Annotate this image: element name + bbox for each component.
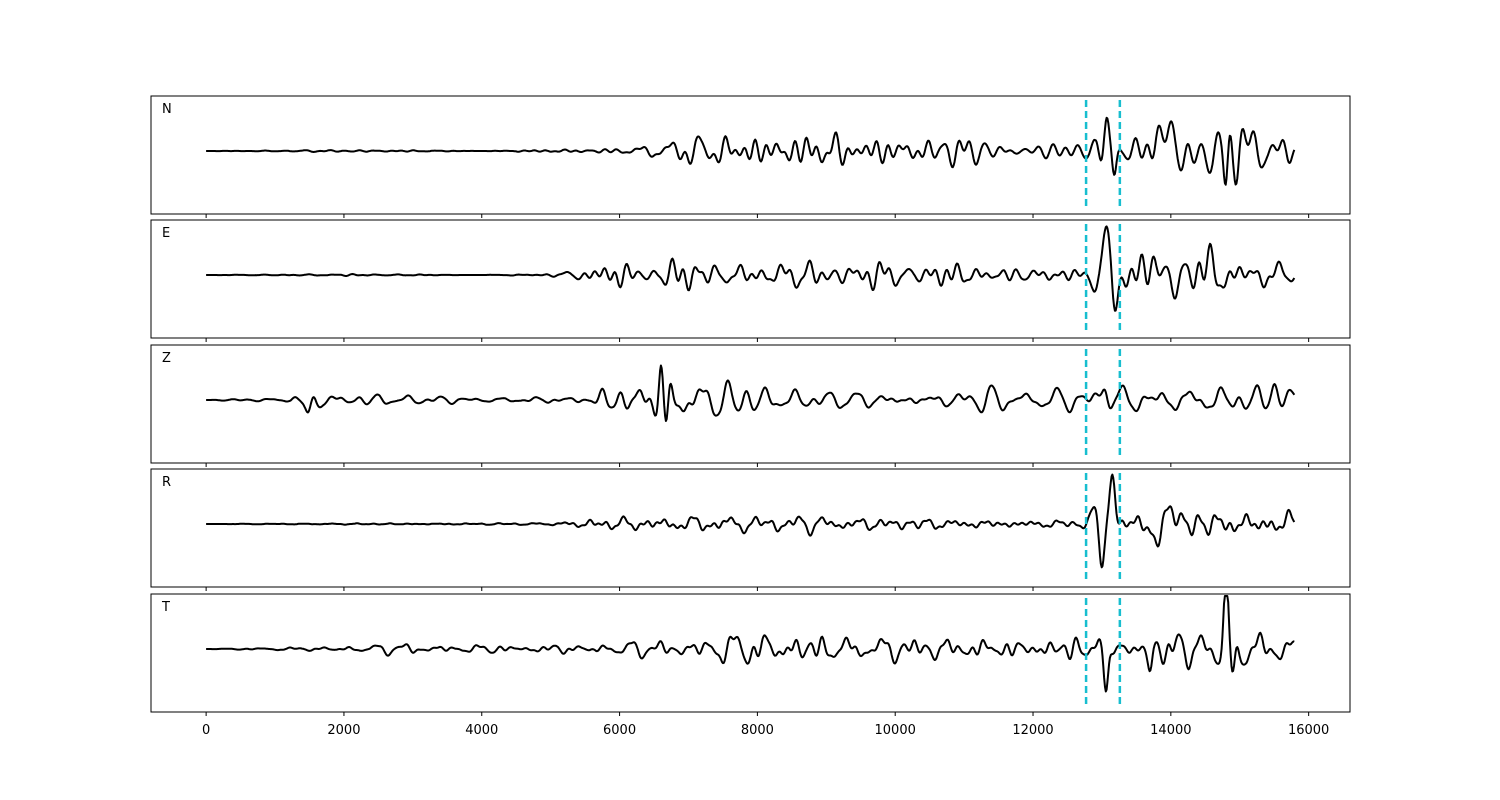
panel-frame: [150, 468, 1351, 588]
x-tick-label: 10000: [875, 723, 916, 738]
panel-frame: [150, 95, 1351, 215]
waveform-trace: [206, 364, 1296, 422]
panel-z: Z: [150, 344, 1351, 467]
panel-t: T: [150, 593, 1351, 716]
panel-label: N: [162, 102, 172, 117]
panel-label: T: [161, 600, 170, 615]
waveform-trace: [206, 225, 1296, 312]
x-tick-label: 8000: [741, 723, 774, 738]
waveform-trace: [206, 595, 1295, 693]
panel-e: E: [150, 219, 1351, 342]
x-tick-label: 2000: [327, 723, 360, 738]
panel-label: Z: [162, 351, 171, 366]
waveform-trace: [206, 116, 1296, 186]
x-tick-label: 12000: [1012, 723, 1053, 738]
panel-n: N: [150, 95, 1351, 218]
panels-group: N E Z R T: [150, 95, 1351, 716]
panel-frame: [150, 219, 1351, 339]
panel-label: E: [162, 226, 170, 241]
panel-r: R: [150, 468, 1351, 591]
waveform-trace: [206, 473, 1296, 569]
x-tick-label: 4000: [465, 723, 498, 738]
panel-label: R: [162, 475, 171, 490]
x-tick-label: 14000: [1150, 723, 1191, 738]
panel-frame: [150, 593, 1351, 713]
x-tick-label: 16000: [1288, 723, 1329, 738]
x-axis: 0 2000 4000 6000 8000 10000 12000 14000 16000: [202, 723, 1329, 738]
x-tick-label: 0: [202, 723, 210, 738]
x-tick-label: 6000: [603, 723, 636, 738]
panel-frame: [150, 344, 1351, 464]
